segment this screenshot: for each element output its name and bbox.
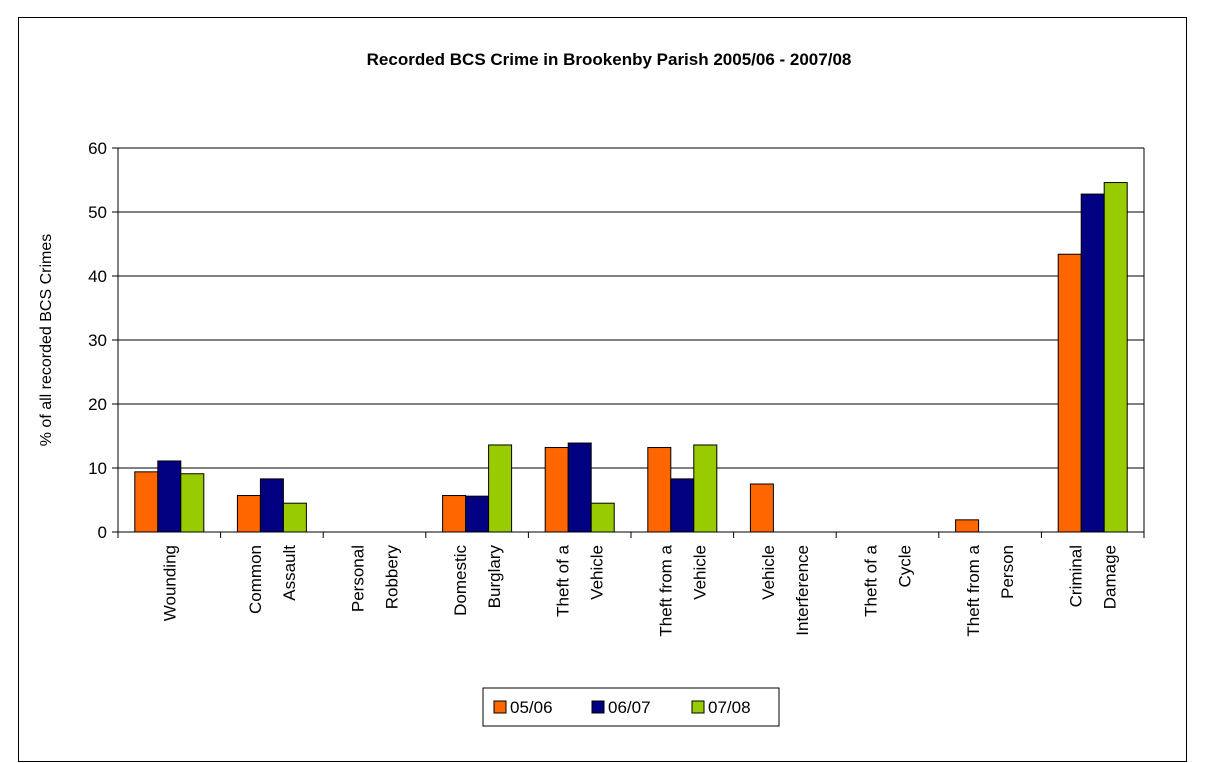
x-tick-label: Robbery bbox=[383, 545, 402, 610]
legend-label: 05/06 bbox=[510, 698, 553, 717]
bar-05-06 bbox=[1057, 253, 1082, 533]
legend-label: 06/07 bbox=[608, 698, 651, 717]
bar-05-06 bbox=[955, 519, 980, 533]
x-tick-label: Wounding bbox=[160, 545, 179, 621]
x-tick-label: Person bbox=[998, 545, 1017, 599]
x-tick-label: Burglary bbox=[485, 545, 504, 609]
bar-07-08 bbox=[488, 444, 513, 533]
y-tick-label: 10 bbox=[88, 459, 107, 478]
bar-05-06 bbox=[134, 471, 159, 533]
bar-05-06 bbox=[442, 495, 467, 533]
bar-06-07 bbox=[567, 442, 592, 533]
bar-07-08 bbox=[1103, 182, 1128, 533]
bar-07-08 bbox=[282, 502, 307, 533]
bars bbox=[134, 182, 1128, 533]
x-tick-label: Theft from a bbox=[656, 544, 675, 636]
gridlines bbox=[118, 211, 1144, 469]
bar-07-08 bbox=[590, 502, 615, 533]
x-tick-label: Interference bbox=[793, 545, 812, 636]
y-tick-label: 30 bbox=[88, 331, 107, 350]
x-tick-label: Damage bbox=[1101, 545, 1120, 609]
legend-swatch bbox=[493, 700, 507, 714]
x-tick-label: Common bbox=[246, 545, 265, 614]
x-tick-label: Cycle bbox=[896, 545, 915, 588]
x-tick-label: Criminal bbox=[1067, 545, 1086, 607]
x-tick-label: Vehicle bbox=[588, 545, 607, 600]
chart-title: Recorded BCS Crime in Brookenby Parish 2… bbox=[367, 50, 852, 69]
legend-swatch bbox=[691, 700, 705, 714]
x-tick-label: Theft of a bbox=[554, 544, 573, 616]
x-tick-label: Theft of a bbox=[862, 544, 881, 616]
y-tick-label: 50 bbox=[88, 203, 107, 222]
bar-07-08 bbox=[180, 473, 205, 533]
legend: 05/06 06/07 07/08 bbox=[482, 687, 780, 727]
plot-area bbox=[118, 147, 1145, 532]
legend-label: 07/08 bbox=[708, 698, 751, 717]
bar-06-07 bbox=[259, 478, 284, 533]
x-tick-label: Vehicle bbox=[759, 545, 778, 600]
bar-06-07 bbox=[465, 495, 490, 533]
bar-06-07 bbox=[670, 478, 695, 533]
y-tick-label: 20 bbox=[88, 395, 107, 414]
y-tick-label: 0 bbox=[98, 523, 107, 542]
bar-07-08 bbox=[693, 444, 718, 533]
bar-05-06 bbox=[749, 483, 774, 533]
x-tick-label: Personal bbox=[349, 545, 368, 612]
y-tick-label: 60 bbox=[88, 139, 107, 158]
axes: 0 10 20 30 40 50 60 Wounding Common Assault Person… bbox=[88, 139, 1145, 637]
bar-05-06 bbox=[647, 447, 672, 533]
legend-box bbox=[482, 687, 780, 727]
bar-06-07 bbox=[1080, 193, 1105, 533]
y-tick-label: 40 bbox=[88, 267, 107, 286]
legend-swatch bbox=[591, 700, 605, 714]
x-tick-label: Domestic bbox=[451, 545, 470, 616]
x-tick-label: Assault bbox=[280, 545, 299, 601]
chart-frame bbox=[18, 17, 1187, 762]
bar-05-06 bbox=[236, 495, 261, 533]
x-tick-label: Vehicle bbox=[690, 545, 709, 600]
x-tick-label: Theft from a bbox=[964, 544, 983, 636]
y-axis-title: % of all recorded BCS Crimes bbox=[38, 234, 55, 447]
bar-06-07 bbox=[157, 460, 182, 533]
bar-05-06 bbox=[544, 447, 569, 533]
